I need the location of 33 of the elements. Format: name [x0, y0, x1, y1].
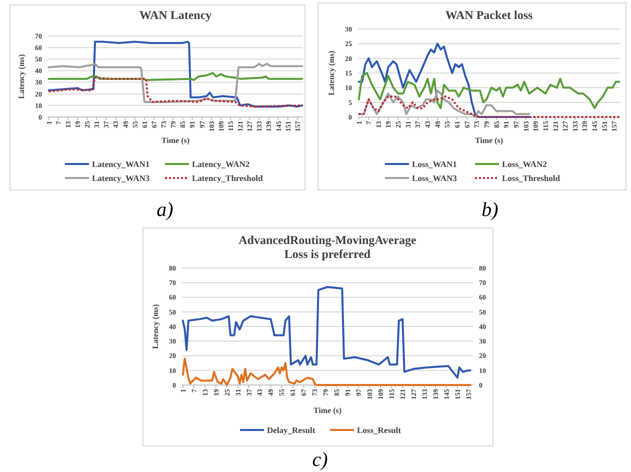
- legend-label: Delay_Result: [267, 424, 316, 435]
- x-axis-title: Time (s): [474, 136, 504, 145]
- legend-label: Loss_Threshold: [502, 172, 560, 183]
- chart-title: WAN Packet loss: [445, 8, 533, 22]
- legend-label: Loss_WAN3: [412, 172, 457, 183]
- chart-subtitle: Loss is preferred: [284, 247, 371, 261]
- chart-title: AdvancedRouting-MovingAverage: [238, 233, 418, 247]
- legend-label: Loss_WAN1: [412, 158, 457, 169]
- line-series: [48, 76, 304, 108]
- line-series: [48, 62, 304, 103]
- line-series: [358, 72, 620, 110]
- line-series: [182, 286, 472, 379]
- line-series: [358, 42, 530, 118]
- x-axis-title: Time (s): [161, 136, 190, 145]
- y-axis-title: Latency (ms): [151, 304, 160, 349]
- text: a): [156, 199, 174, 221]
- text: b): [482, 199, 499, 221]
- y-axis-title: Latency (ms): [327, 50, 336, 96]
- line-series: [358, 95, 620, 118]
- y-axis-title: Latency (ms): [17, 54, 26, 99]
- x-axis-title: Time (s): [313, 406, 342, 415]
- chart-title: WAN Latency: [139, 8, 212, 22]
- legend-label: Loss_WAN2: [502, 158, 547, 169]
- line-series: [182, 358, 472, 386]
- line-series: [48, 40, 304, 108]
- line-series: [48, 72, 304, 81]
- legend-label: Latency_Threshold: [192, 172, 263, 183]
- legend-label: Latency_WAN1: [92, 158, 150, 169]
- legend-label: Latency_WAN2: [192, 158, 250, 169]
- text: c): [312, 449, 328, 471]
- legend-label: Loss_Result: [357, 424, 402, 435]
- line-series: [358, 90, 530, 118]
- legend-label: Latency_WAN3: [92, 172, 150, 183]
